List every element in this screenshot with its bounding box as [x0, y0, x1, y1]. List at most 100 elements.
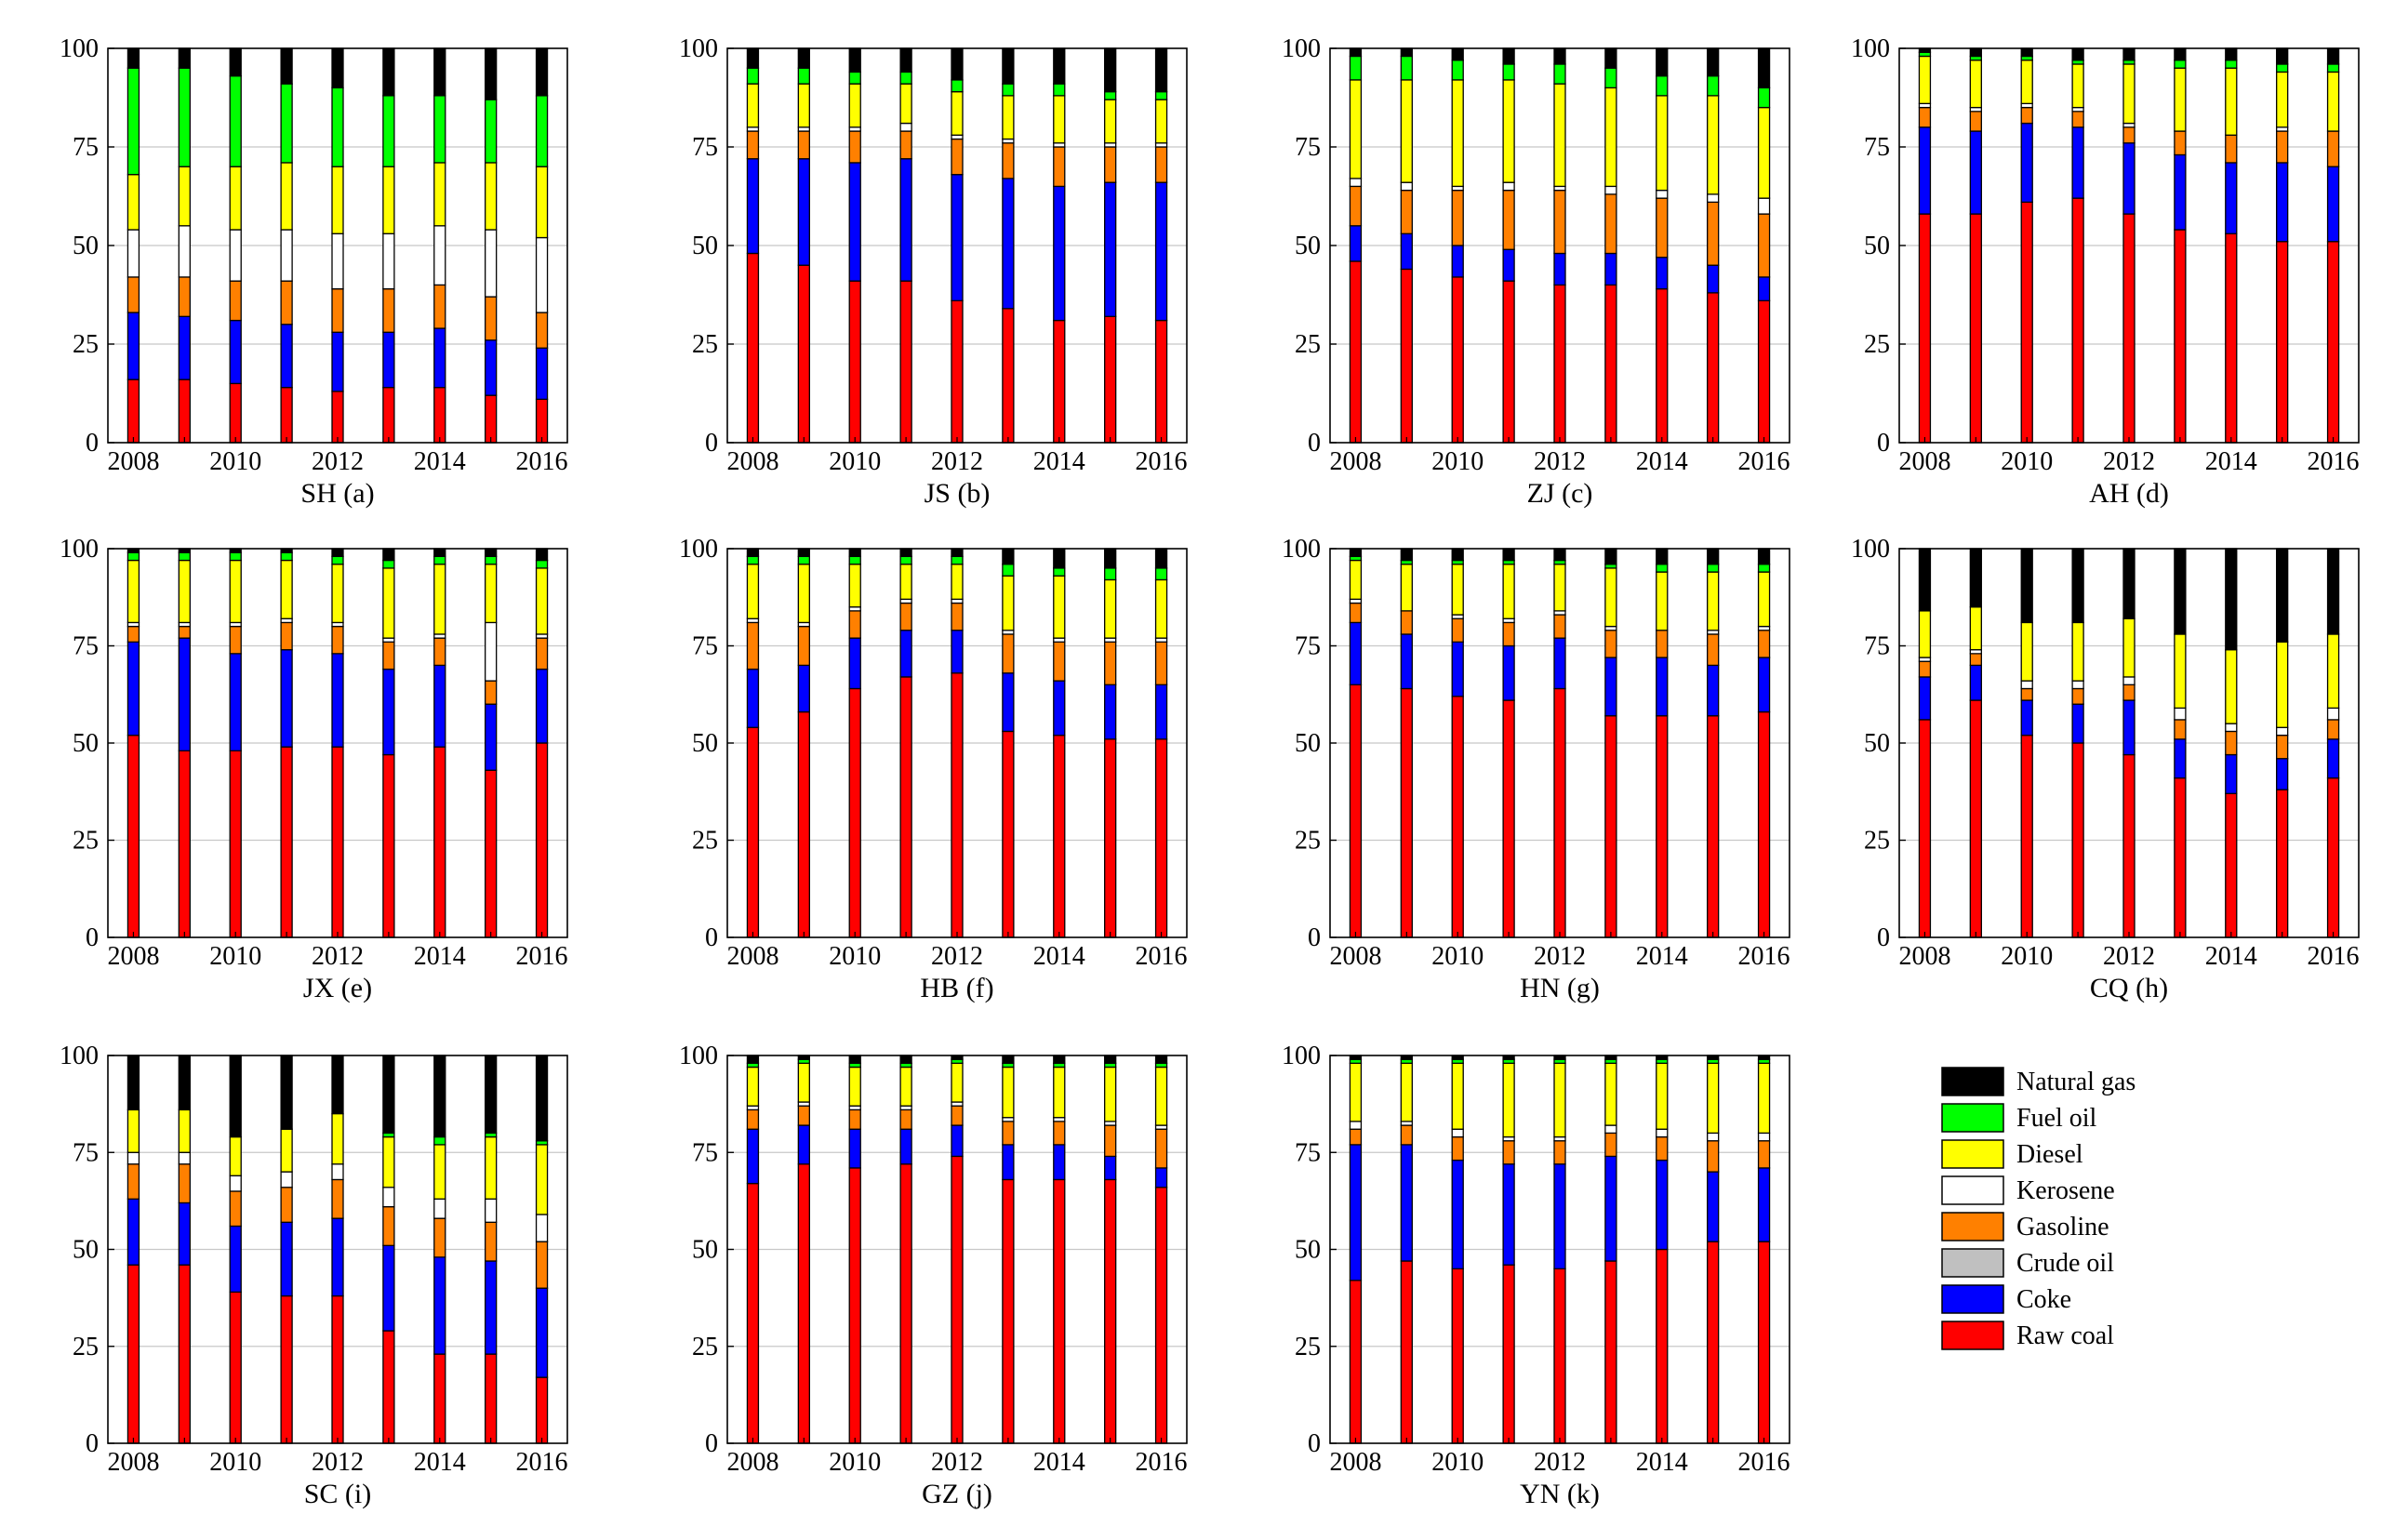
- bar-segment-gasoline-2016: [2326, 719, 2340, 740]
- bar-segment-diesel-2014: [1656, 1062, 1669, 1130]
- bar-segment-coke-2014: [1656, 257, 1669, 290]
- bar-segment-natural-gas-2010: [2020, 548, 2033, 624]
- bar-segment-diesel-2011: [1502, 564, 1515, 619]
- bar-segment-gasoline-2009: [797, 625, 810, 667]
- bar-segment-kerosene-2011: [899, 122, 912, 132]
- y-tick-label: 100: [1851, 535, 1890, 564]
- bar-segment-coke-2008: [1349, 621, 1363, 685]
- bar-segment-kerosene-2009: [1400, 181, 1413, 192]
- bar-segment-fuel-oil-2011: [899, 555, 912, 565]
- bar-segment-natural-gas-2014: [1656, 548, 1669, 565]
- bar-segment-gasoline-2012: [1553, 1140, 1566, 1165]
- bar-segment-raw-coal-2014: [1053, 319, 1066, 444]
- bar-segment-diesel-2016: [535, 1144, 549, 1215]
- bar-segment-fuel-oil-2014: [433, 555, 446, 565]
- bar-segment-natural-gas-2011: [2071, 47, 2084, 61]
- bar-segment-gasoline-2014: [1053, 146, 1066, 188]
- bar-segment-gasoline-2009: [1400, 610, 1413, 635]
- bar-segment-gasoline-2011: [1502, 189, 1515, 250]
- bar-segment-diesel-2010: [848, 1066, 861, 1107]
- x-tick-label: 2012: [1534, 1448, 1586, 1477]
- bar-segment-gasoline-2011: [280, 280, 293, 325]
- bar-segment-diesel-2008: [126, 559, 140, 624]
- bar-segment-raw-coal-2014: [1053, 734, 1066, 938]
- bar-segment-raw-coal-2011: [280, 746, 293, 938]
- bar-segment-coke-2008: [746, 1128, 760, 1185]
- panel-sh-a: 0 25 50 75 100 2008 2010 2012 2014 2016 SH (a): [60, 34, 568, 509]
- bar-segment-diesel-2010: [2020, 621, 2033, 682]
- x-tick-label: 2016: [2308, 447, 2360, 476]
- bar-segment-gasoline-2010: [229, 1190, 242, 1228]
- x-tick-label: 2016: [2308, 942, 2360, 971]
- bar-segment-coke-2012: [331, 1217, 344, 1297]
- bar-segment-fuel-oil-2009: [178, 551, 191, 562]
- bar-segment-diesel-2008: [1349, 559, 1363, 600]
- x-tick-label: 2010: [829, 942, 881, 971]
- bar-segment-kerosene-2011: [2071, 680, 2084, 690]
- bar-segment-kerosene-2010: [2020, 680, 2033, 690]
- x-tick-label: 2014: [2205, 942, 2257, 971]
- bar-segment-kerosene-2015: [485, 229, 498, 298]
- bar-segment-coke-2011: [1502, 1163, 1515, 1266]
- bar-segment-natural-gas-2012: [331, 47, 344, 89]
- bar-segment-kerosene-2011: [280, 229, 293, 282]
- bar-segment-raw-coal-2008: [1349, 1280, 1363, 1444]
- bar-segment-raw-coal-2013: [2174, 777, 2187, 938]
- bar-segment-gasoline-2013: [1002, 633, 1015, 674]
- bar-segment-kerosene-2016: [2326, 707, 2340, 721]
- bar-segment-kerosene-2008: [126, 229, 140, 278]
- bar-segment-diesel-2012: [2122, 617, 2136, 678]
- y-tick-label: 75: [1295, 133, 1321, 162]
- bar-segment-fuel-oil-2014: [1656, 75, 1669, 97]
- bar-segment-diesel-2012: [951, 564, 964, 600]
- bar-segment-raw-coal-2011: [899, 676, 912, 938]
- bar-segment-raw-coal-2011: [1502, 699, 1515, 938]
- x-tick-label: 2014: [1636, 447, 1688, 476]
- y-tick-label: 25: [1864, 827, 1890, 856]
- panel-cq-h: 0 25 50 75 100 2008 2010 2012 2014 2016 CQ (h): [1851, 535, 2360, 1003]
- bar-segment-natural-gas-2016: [1757, 548, 1771, 565]
- bar-segment-raw-coal-2013: [1604, 284, 1617, 444]
- bar-segment-diesel-2009: [1400, 79, 1413, 183]
- x-tick-label: 2014: [414, 1448, 466, 1477]
- bar-segment-fuel-oil-2009: [797, 555, 810, 565]
- bar-segment-natural-gas-2010: [848, 47, 861, 73]
- y-tick-label: 50: [1295, 232, 1321, 260]
- bar-segment-raw-coal-2015: [2276, 789, 2289, 938]
- bar-segment-coke-2013: [1002, 178, 1015, 310]
- bar-segment-coke-2010: [848, 1128, 861, 1169]
- y-tick-label: 75: [692, 133, 718, 162]
- panel-jx-e: 0 25 50 75 100 2008 2010 2012 2014 2016 JX (e): [60, 535, 568, 1003]
- bar-segment-gasoline-2008: [1349, 185, 1363, 227]
- bar-segment-diesel-2016: [1154, 1066, 1168, 1126]
- bar-segment-gasoline-2010: [2020, 687, 2033, 701]
- bar-segment-gasoline-2015: [485, 296, 498, 341]
- legend-label: Kerosene: [2016, 1176, 2115, 1205]
- bar-segment-coke-2016: [2326, 738, 2340, 779]
- bar-segment-gasoline-2013: [1002, 142, 1015, 179]
- bar-segment-coke-2011: [280, 324, 293, 389]
- y-tick-label: 0: [1877, 429, 1890, 458]
- bar-segment-raw-coal-2010: [1451, 696, 1464, 938]
- bar-segment-coke-2011: [1502, 644, 1515, 701]
- panel-hn-g: 0 25 50 75 100 2008 2010 2012 2014 2016 HN (g): [1282, 535, 1790, 1003]
- bar-segment-raw-coal-2012: [951, 299, 964, 444]
- legend-item-natural-gas: Natural gas: [1941, 1067, 2136, 1096]
- bar-segment-raw-coal-2011: [899, 1163, 912, 1444]
- y-tick-label: 0: [705, 1429, 718, 1458]
- legend-item-raw-coal: Raw coal: [1941, 1321, 2114, 1350]
- bar-segment-gasoline-2008: [1349, 602, 1363, 624]
- bar-segment-raw-coal-2014: [1656, 715, 1669, 938]
- bar-segment-fuel-oil-2011: [280, 551, 293, 562]
- bar-segment-diesel-2009: [797, 83, 810, 128]
- bar-segment-raw-coal-2013: [1604, 715, 1617, 938]
- x-tick-label: 2010: [1431, 942, 1484, 971]
- bar-segment-natural-gas-2010: [848, 1055, 861, 1064]
- bar-segment-coke-2012: [951, 174, 964, 302]
- bar-segment-natural-gas-2012: [951, 47, 964, 81]
- y-tick-label: 50: [692, 1236, 718, 1265]
- x-tick-label: 2008: [107, 942, 159, 971]
- bar-segment-gasoline-2008: [746, 621, 760, 670]
- bar-segment-natural-gas-2009: [1400, 548, 1413, 562]
- bar-segment-coke-2016: [1154, 1167, 1168, 1188]
